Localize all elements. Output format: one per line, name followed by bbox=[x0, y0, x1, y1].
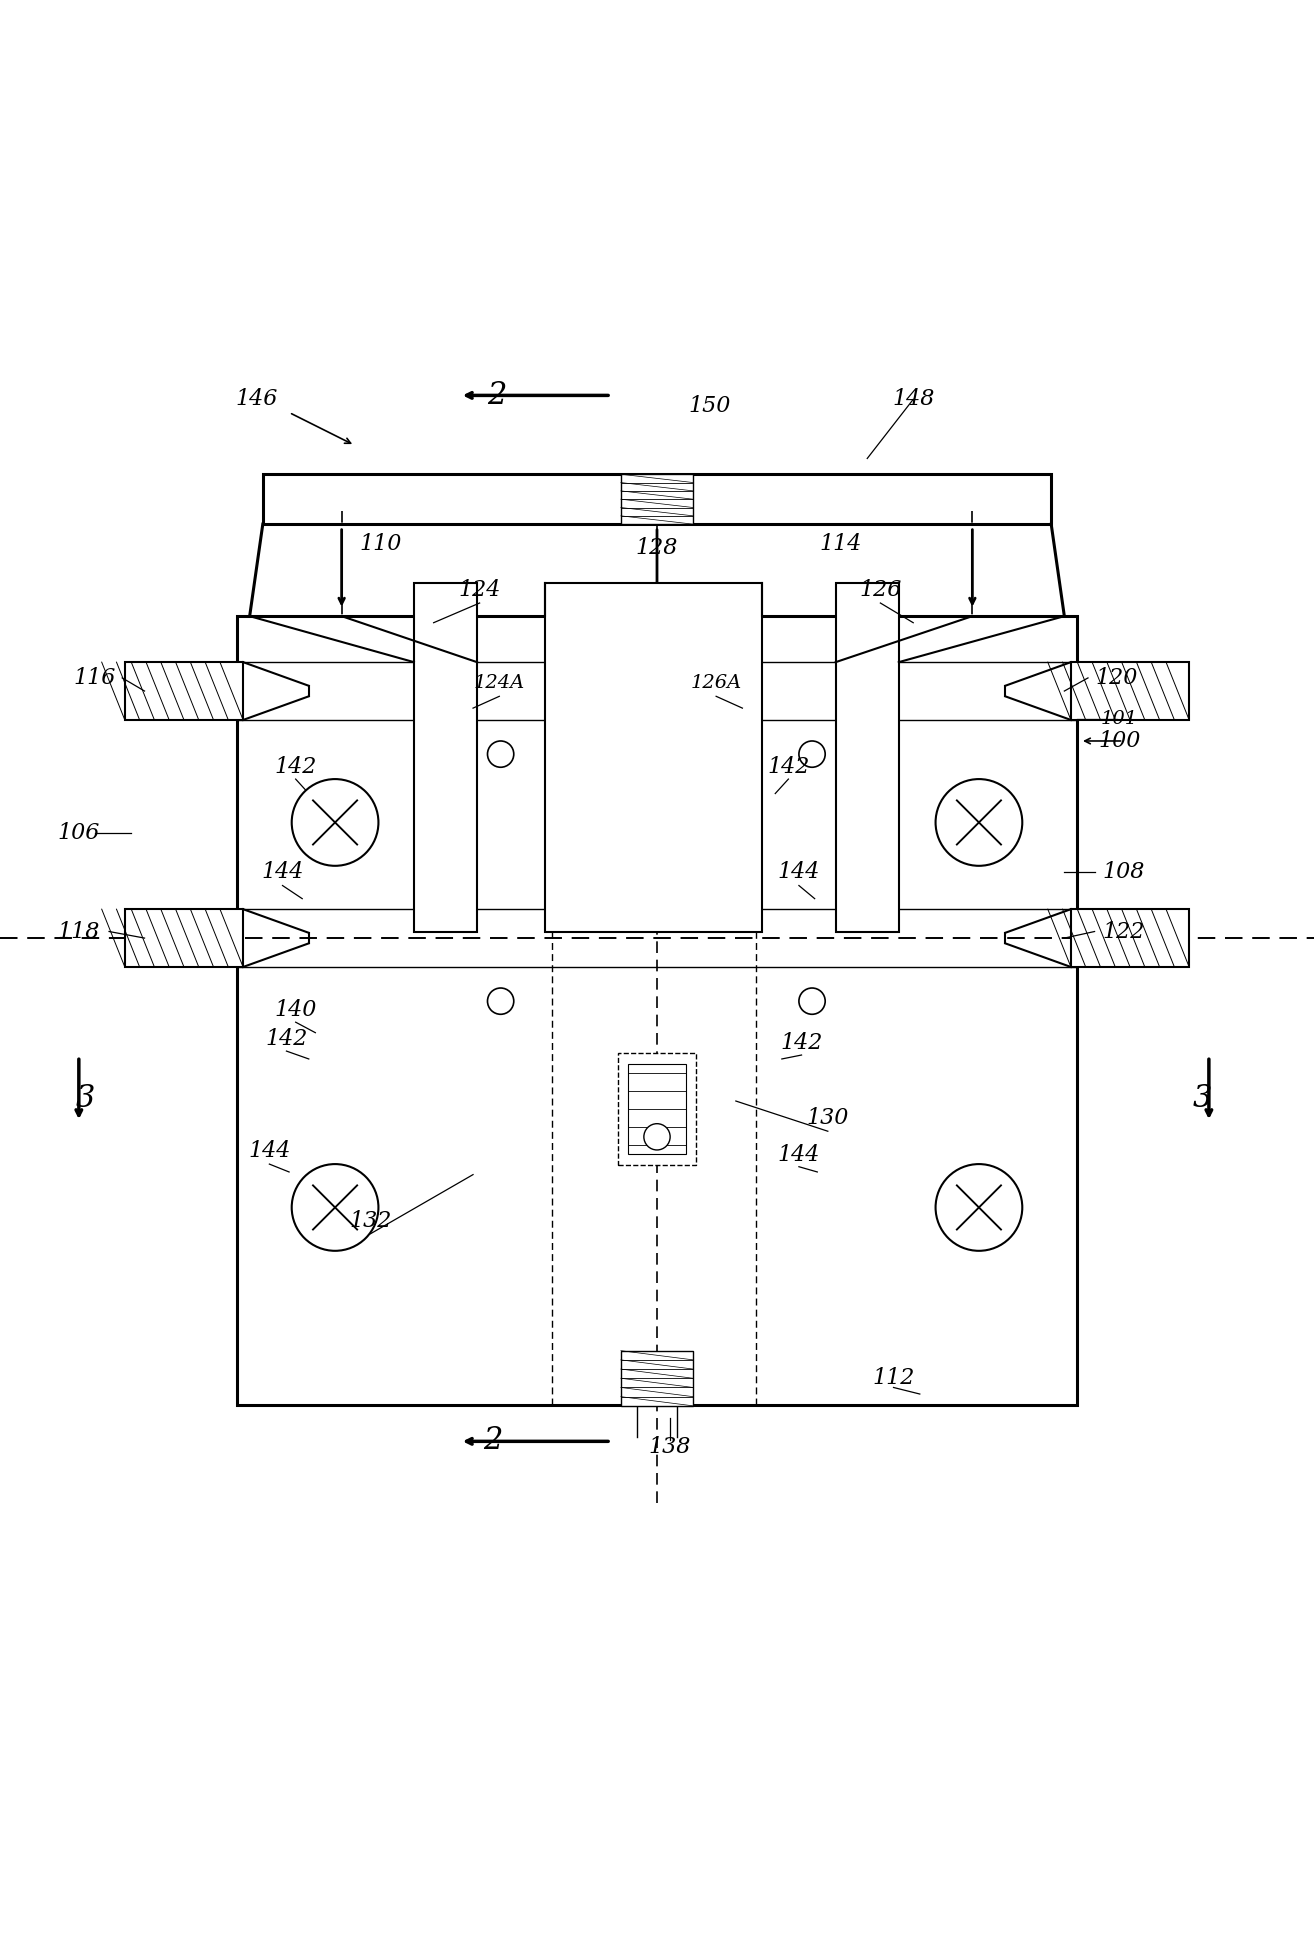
Text: 150: 150 bbox=[689, 395, 731, 416]
Bar bbox=[125, 909, 243, 968]
Text: 118: 118 bbox=[58, 921, 100, 942]
Text: 138: 138 bbox=[649, 1435, 691, 1458]
Bar bbox=[545, 583, 762, 931]
Bar bbox=[620, 475, 694, 524]
Circle shape bbox=[799, 741, 825, 766]
Bar bbox=[414, 583, 477, 931]
Circle shape bbox=[799, 987, 825, 1015]
Text: 142: 142 bbox=[265, 1028, 307, 1050]
Text: 114: 114 bbox=[820, 534, 862, 555]
Bar bbox=[263, 475, 1051, 524]
Bar bbox=[237, 616, 1077, 1404]
Text: 106: 106 bbox=[58, 821, 100, 845]
Text: 3: 3 bbox=[76, 1083, 95, 1114]
Text: 142: 142 bbox=[767, 757, 809, 778]
Text: 146: 146 bbox=[235, 389, 277, 411]
Circle shape bbox=[487, 741, 514, 766]
Bar bbox=[628, 1064, 686, 1153]
Text: 2: 2 bbox=[484, 1425, 502, 1456]
Circle shape bbox=[292, 1163, 378, 1251]
Bar bbox=[125, 663, 243, 719]
Bar bbox=[1071, 909, 1189, 968]
Circle shape bbox=[644, 1124, 670, 1150]
Bar bbox=[618, 1054, 696, 1165]
Text: 142: 142 bbox=[275, 757, 317, 778]
Text: 128: 128 bbox=[636, 538, 678, 559]
Text: 144: 144 bbox=[778, 862, 820, 884]
Text: 100: 100 bbox=[1099, 729, 1141, 753]
Text: 2: 2 bbox=[487, 379, 506, 411]
Text: 122: 122 bbox=[1102, 921, 1144, 942]
Text: 142: 142 bbox=[781, 1032, 823, 1054]
Bar bbox=[620, 1351, 694, 1406]
Text: 132: 132 bbox=[350, 1210, 392, 1232]
Text: 110: 110 bbox=[360, 534, 402, 555]
Circle shape bbox=[292, 780, 378, 866]
Text: 148: 148 bbox=[892, 389, 934, 411]
Text: 120: 120 bbox=[1096, 667, 1138, 688]
Bar bbox=[1071, 663, 1189, 719]
Circle shape bbox=[936, 1163, 1022, 1251]
Text: 144: 144 bbox=[248, 1140, 290, 1161]
Bar bbox=[836, 583, 899, 931]
Circle shape bbox=[487, 987, 514, 1015]
Text: 101: 101 bbox=[1101, 710, 1138, 727]
Text: 116: 116 bbox=[74, 667, 116, 688]
Text: 108: 108 bbox=[1102, 862, 1144, 884]
Text: 126A: 126A bbox=[690, 674, 742, 692]
Text: 144: 144 bbox=[261, 862, 304, 884]
Circle shape bbox=[936, 780, 1022, 866]
Text: 3: 3 bbox=[1193, 1083, 1212, 1114]
Text: 130: 130 bbox=[807, 1107, 849, 1130]
Text: 144: 144 bbox=[778, 1144, 820, 1165]
Text: 124A: 124A bbox=[473, 674, 526, 692]
Text: 124: 124 bbox=[459, 579, 501, 600]
Text: 140: 140 bbox=[275, 999, 317, 1021]
Text: 112: 112 bbox=[872, 1367, 915, 1390]
Text: 126: 126 bbox=[859, 579, 901, 600]
